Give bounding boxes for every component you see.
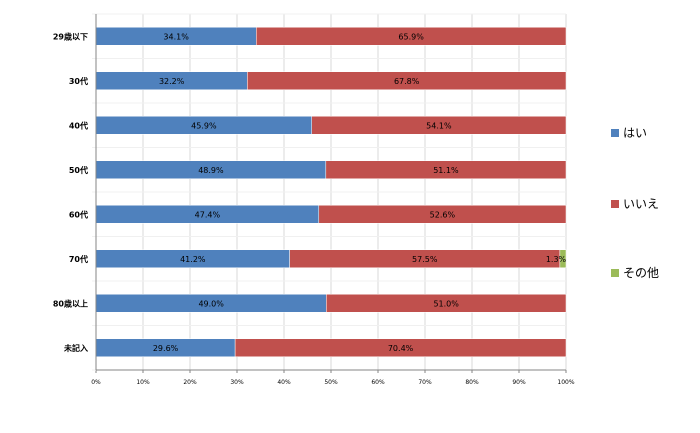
bar-segment — [256, 27, 567, 46]
bar-segment — [318, 205, 567, 224]
bar-segment — [326, 294, 567, 313]
data-label: 29.6% — [153, 344, 179, 353]
x-tick-label: 90% — [512, 379, 526, 386]
data-label: 57.5% — [412, 255, 438, 264]
category-label: 40代 — [69, 120, 88, 130]
data-label: 51.0% — [433, 299, 459, 308]
category-label: 80歳以上 — [53, 298, 88, 308]
x-tick-label: 80% — [465, 379, 479, 386]
data-label: 47.4% — [195, 210, 221, 219]
bar-segment — [311, 116, 567, 135]
category-label: 50代 — [69, 165, 88, 175]
legend-label: その他 — [623, 266, 659, 280]
data-label: 41.2% — [180, 255, 206, 264]
x-tick-label: 0% — [91, 379, 101, 386]
bar-segment — [247, 71, 567, 90]
category-label: 29歳以下 — [53, 31, 88, 41]
data-label: 54.1% — [426, 121, 452, 130]
category-label: 70代 — [69, 254, 88, 264]
x-tick-label: 10% — [136, 379, 150, 386]
legend-swatch — [611, 269, 619, 277]
data-label: 32.2% — [159, 77, 185, 86]
data-label: 52.6% — [430, 210, 456, 219]
x-tick-label: 20% — [183, 379, 197, 386]
bar-segment — [559, 249, 567, 268]
legend-swatch — [611, 129, 619, 137]
x-tick-label: 100% — [557, 379, 574, 386]
category-label: 30代 — [69, 76, 88, 86]
data-label: 34.1% — [163, 32, 189, 41]
x-tick-label: 60% — [371, 379, 385, 386]
data-label: 48.9% — [198, 166, 224, 175]
x-tick-label: 30% — [230, 379, 244, 386]
category-label: 60代 — [69, 209, 88, 219]
category-label: 未記入 — [63, 343, 88, 353]
bar-segment — [325, 160, 567, 179]
legend-label: いいえ — [623, 197, 659, 211]
data-label: 1.3% — [546, 255, 567, 264]
x-tick-label: 70% — [418, 379, 432, 386]
data-label: 45.9% — [191, 121, 217, 130]
data-label: 49.0% — [198, 299, 224, 308]
legend-swatch — [611, 200, 619, 208]
data-label: 65.9% — [398, 32, 424, 41]
x-tick-label: 50% — [324, 379, 338, 386]
data-label: 51.1% — [433, 166, 459, 175]
legend-label: はい — [623, 126, 647, 140]
x-tick-label: 40% — [277, 379, 291, 386]
data-label: 67.8% — [394, 77, 420, 86]
bar-segment — [234, 338, 567, 357]
data-label: 70.4% — [388, 344, 414, 353]
